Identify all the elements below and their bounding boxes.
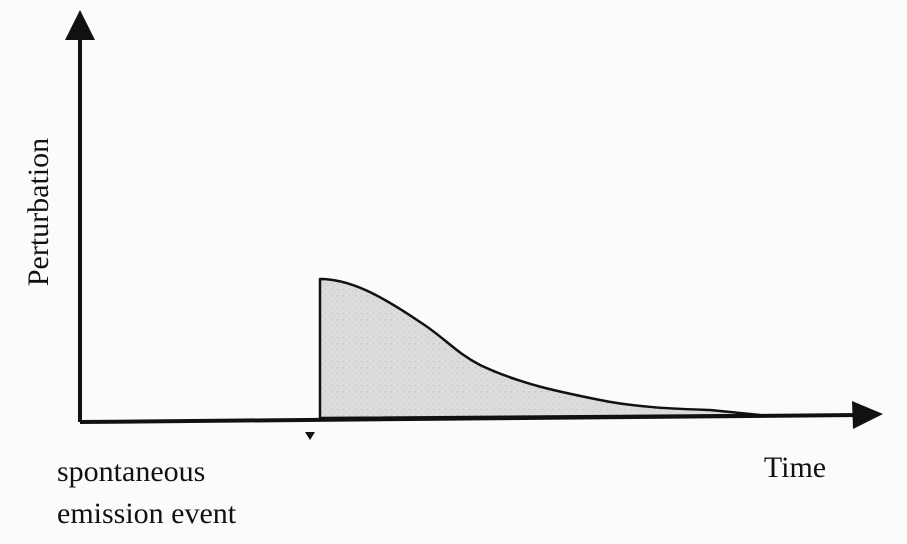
x-axis-arrowhead [852,401,883,429]
y-axis-arrowhead [65,10,95,40]
x-axis [79,413,861,424]
y-axis-label: Perturbation [22,138,55,286]
event-marker [305,432,315,440]
x-axis-label: Time [764,451,826,484]
event-label-line2: emission event [57,497,237,530]
perturbation-pulse [318,277,762,420]
event-label-line1: spontaneous [57,455,205,488]
